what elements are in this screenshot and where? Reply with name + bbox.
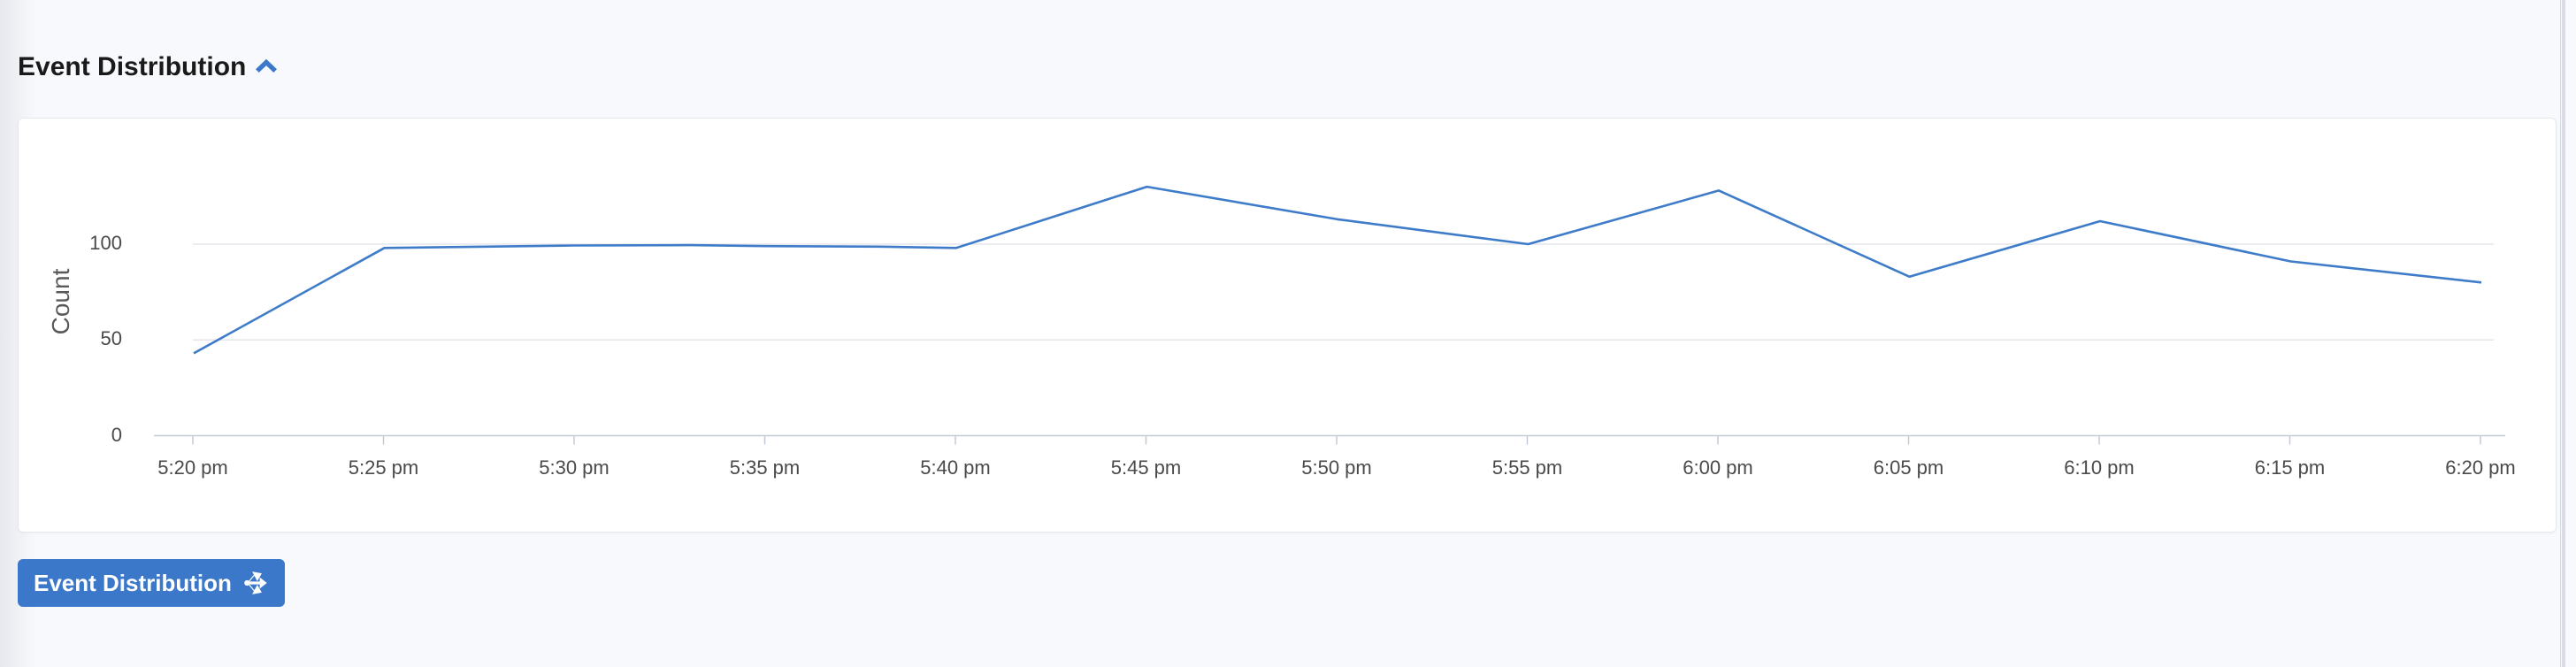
svg-text:Count: Count bbox=[47, 268, 74, 334]
svg-text:0: 0 bbox=[111, 424, 122, 446]
svg-text:6:20 pm: 6:20 pm bbox=[2445, 456, 2516, 479]
svg-text:5:55 pm: 5:55 pm bbox=[1492, 456, 1563, 479]
svg-text:6:00 pm: 6:00 pm bbox=[1683, 456, 1753, 479]
svg-text:5:35 pm: 5:35 pm bbox=[730, 456, 801, 479]
svg-text:5:30 pm: 5:30 pm bbox=[539, 456, 610, 479]
svg-text:5:25 pm: 5:25 pm bbox=[349, 456, 419, 479]
svg-text:50: 50 bbox=[101, 327, 122, 349]
svg-text:6:10 pm: 6:10 pm bbox=[2064, 456, 2135, 479]
svg-text:5:50 pm: 5:50 pm bbox=[1301, 456, 1372, 479]
svg-text:6:05 pm: 6:05 pm bbox=[1874, 456, 1944, 479]
svg-text:5:40 pm: 5:40 pm bbox=[920, 456, 991, 479]
svg-text:5:20 pm: 5:20 pm bbox=[157, 456, 228, 479]
svg-text:100: 100 bbox=[89, 232, 122, 254]
svg-text:5:45 pm: 5:45 pm bbox=[1111, 456, 1182, 479]
svg-text:6:15 pm: 6:15 pm bbox=[2255, 456, 2326, 479]
